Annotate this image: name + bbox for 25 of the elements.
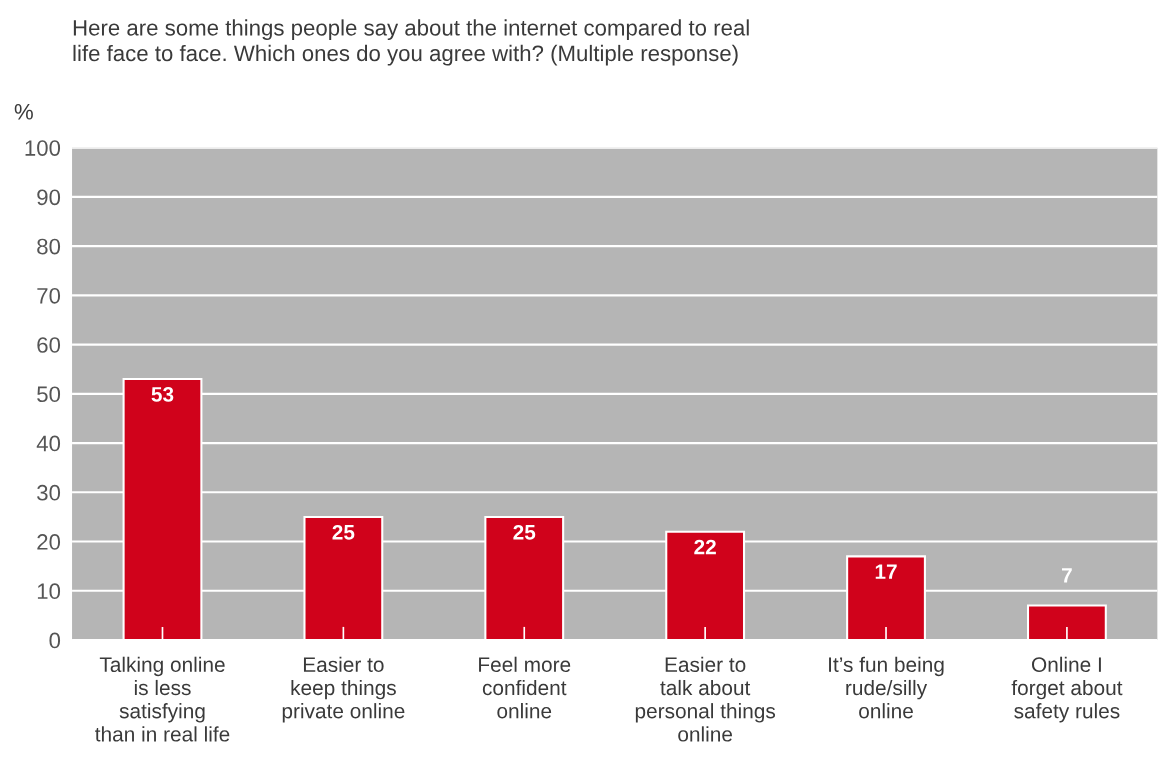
data-label: 22 xyxy=(694,539,716,555)
data-label: 17 xyxy=(875,564,897,579)
y-tick-label: 20 xyxy=(37,534,61,550)
y-tick-label: 90 xyxy=(37,189,61,206)
x-tick-label: Easier to talk about personal things online xyxy=(635,656,776,742)
data-label: 25 xyxy=(513,524,536,540)
y-tick-label: 80 xyxy=(37,238,61,255)
x-tick-label: Talking online is less satisfying than in real life xyxy=(95,656,230,742)
y-tick-label: 0 xyxy=(49,632,61,649)
data-label: 7 xyxy=(1062,568,1072,583)
y-tick-label: 10 xyxy=(37,583,61,600)
y-tick-label: 40 xyxy=(36,435,61,452)
y-tick-label: 70 xyxy=(37,287,61,304)
x-tick-label: Easier to keep things private online xyxy=(282,656,405,723)
chart-title: Here are some things people say about the internet compared to real life face to face. Which ones do you agree with? (Multiple response) xyxy=(73,19,749,66)
y-axis-title: % xyxy=(14,103,33,120)
y-tick-label: 60 xyxy=(37,337,61,353)
y-tick-label: 30 xyxy=(37,484,61,501)
data-label: 25 xyxy=(332,524,355,540)
x-tick-label: Online I forget about safety rules xyxy=(1011,656,1123,723)
x-tick-label: It’s fun being rude/silly online xyxy=(829,656,944,719)
y-tick-label: 100 xyxy=(25,140,61,156)
data-label: 53 xyxy=(151,387,174,402)
y-tick-label: 50 xyxy=(37,386,61,403)
x-tick-label: Feel more confident online xyxy=(479,656,571,719)
